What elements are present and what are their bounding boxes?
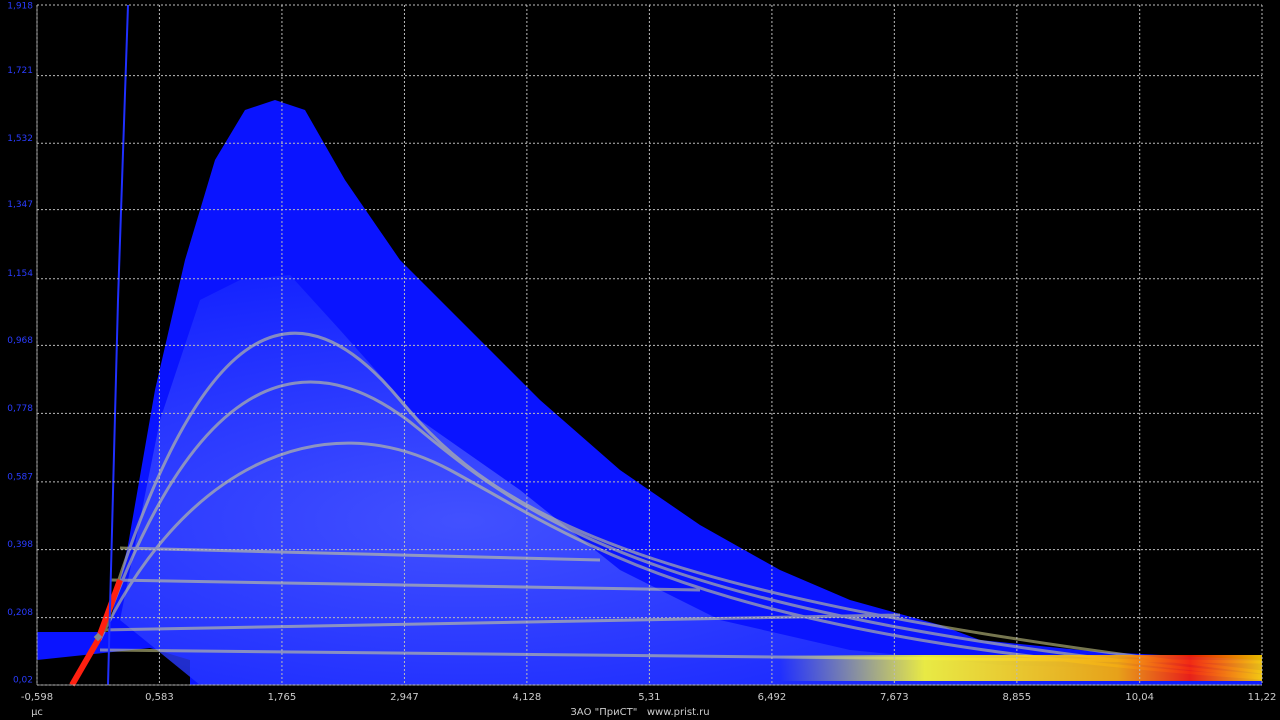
x-tick-label: 1,765 <box>268 692 297 703</box>
x-tick-label: 5,31 <box>638 692 660 703</box>
y-tick-label: 0,587 <box>7 472 33 482</box>
x-tick-label: 6,492 <box>758 692 787 703</box>
y-tick-label: 0,968 <box>7 336 33 346</box>
y-tick-label: 1,918 <box>7 2 33 12</box>
trace-lines <box>98 331 1263 680</box>
persistence-display <box>37 4 1263 687</box>
x-unit: μс <box>31 707 43 718</box>
x-tick-label: 8,855 <box>1003 692 1032 703</box>
x-tick-label: 2,947 <box>390 692 419 703</box>
x-tick-label: -0,598 <box>21 692 53 703</box>
x-tick-label: 4,128 <box>513 692 542 703</box>
x-tick-label: 0,583 <box>145 692 174 703</box>
fast-edge <box>107 4 129 686</box>
footer: ЗАО "ПриСТ" www.prist.ru <box>570 707 709 718</box>
y-tick-label: 0,398 <box>7 540 33 550</box>
y-tick-label: 0,02 <box>13 676 33 686</box>
y-tick-label: 0,208 <box>7 608 33 618</box>
hot-band <box>780 655 1262 681</box>
y-tick-label: 1,532 <box>7 134 33 144</box>
waveform-dense <box>120 275 1262 685</box>
y-tick-label: 1,154 <box>7 269 33 279</box>
x-tick-label: 10,04 <box>1125 692 1154 703</box>
y-tick-label: 0,778 <box>7 404 33 414</box>
x-tick-label: 7,673 <box>880 692 909 703</box>
y-tick-label: 1,347 <box>7 200 33 210</box>
x-tick-label: 11,22 <box>1248 692 1277 703</box>
y-tick-label: 1,721 <box>7 66 33 76</box>
